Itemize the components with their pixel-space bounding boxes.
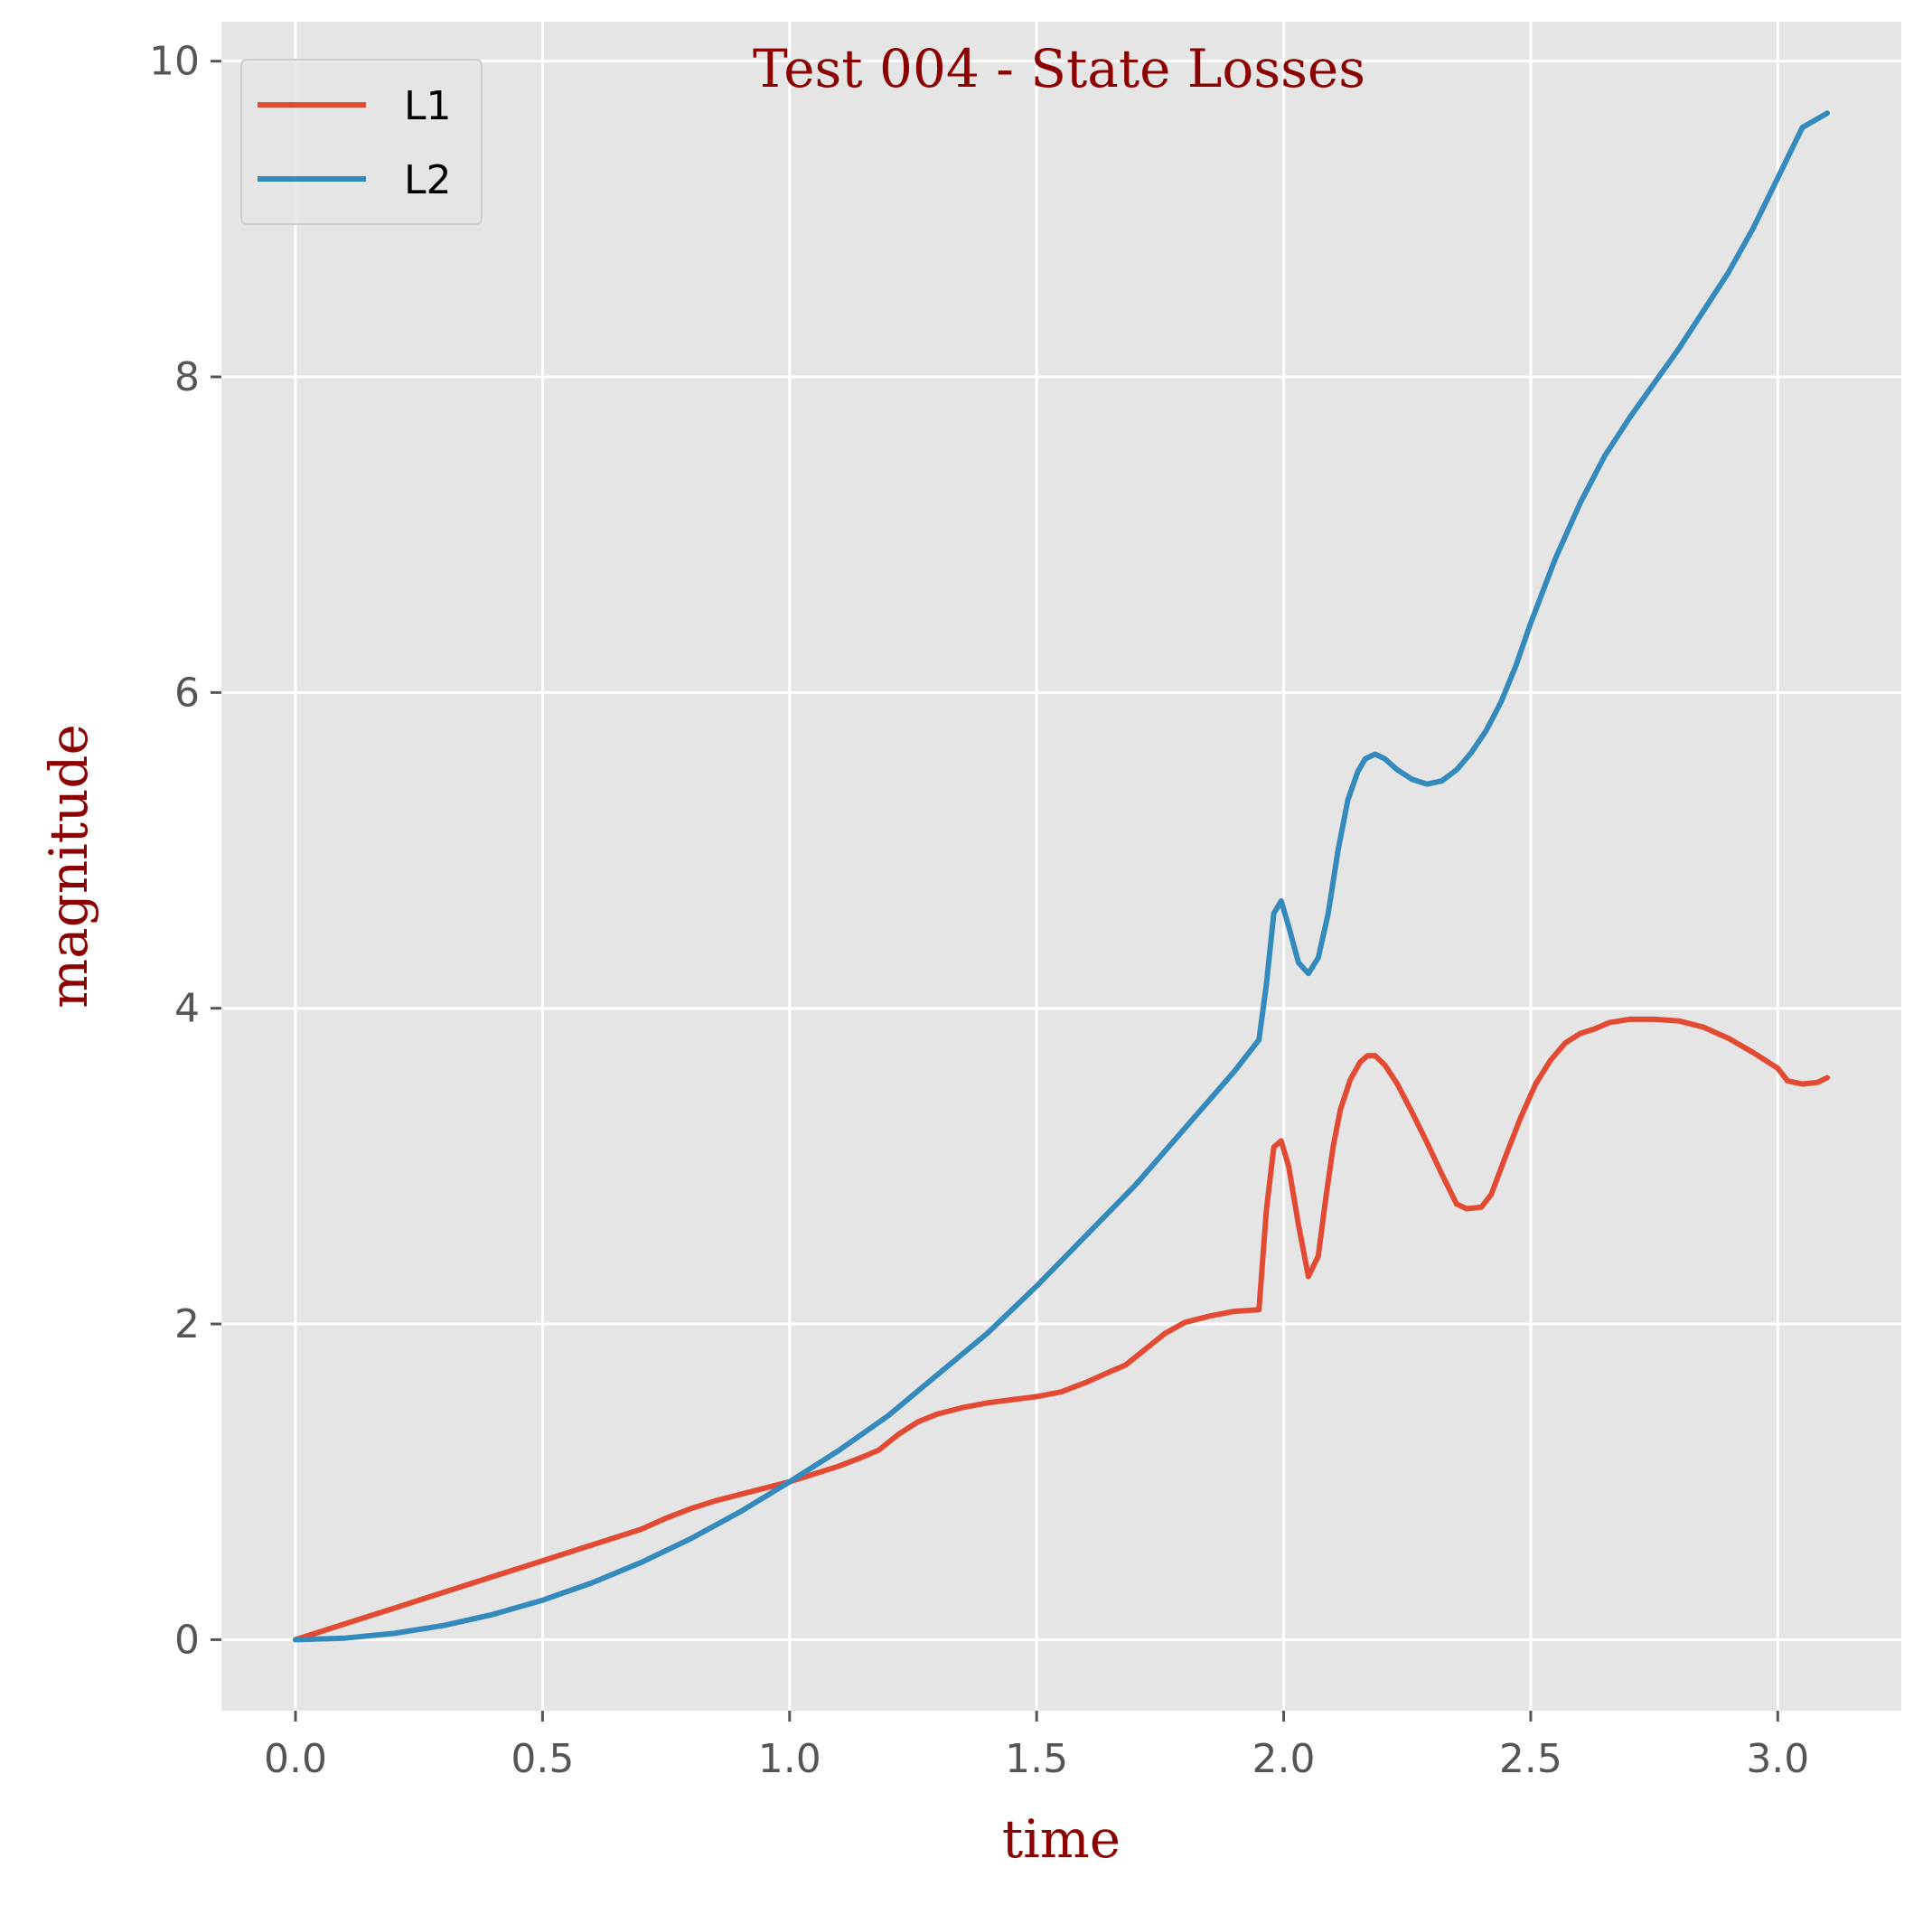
y-axis-ticks: 0 2 4 6 8 10 <box>149 39 221 1663</box>
y-tick-label: 4 <box>174 986 200 1032</box>
x-tick-label: 2.0 <box>1252 1736 1316 1782</box>
y-tick-label: 10 <box>149 39 200 85</box>
y-tick-label: 6 <box>174 670 200 716</box>
x-tick-label: 2.5 <box>1499 1736 1562 1782</box>
series-lines <box>293 110 1830 1643</box>
y-tick-label: 8 <box>174 354 200 400</box>
x-tick-label: 3.0 <box>1746 1736 1809 1782</box>
plot-area <box>221 22 1901 1711</box>
chart-title: Test 004 - State Losses <box>753 38 1365 99</box>
legend-label-l1: L1 <box>404 83 452 129</box>
grid-lines <box>221 22 1901 1711</box>
x-tick-label: 0.5 <box>511 1736 574 1782</box>
y-tick-label: 2 <box>174 1301 200 1347</box>
x-axis-label: time <box>1002 1808 1121 1870</box>
series-line-l2 <box>293 110 1830 1643</box>
x-axis-ticks: 0.0 0.5 1.0 1.5 2.0 2.5 3.0 <box>264 1711 1809 1782</box>
y-tick-label: 0 <box>174 1617 200 1663</box>
legend: L1 L2 <box>240 59 483 225</box>
y-axis-label: magnitude <box>38 724 99 1009</box>
legend-box <box>240 59 483 225</box>
x-tick-label: 1.5 <box>1005 1736 1068 1782</box>
x-tick-label: 0.0 <box>264 1736 327 1782</box>
x-tick-label: 1.0 <box>758 1736 821 1782</box>
legend-label-l2: L2 <box>404 157 452 203</box>
